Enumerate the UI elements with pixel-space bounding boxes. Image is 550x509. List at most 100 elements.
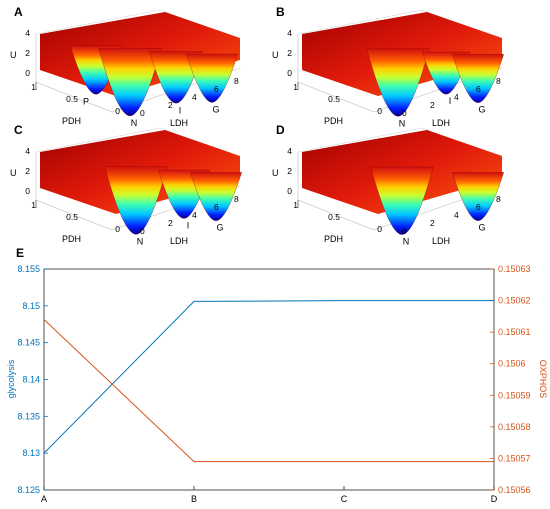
- surface-well: [370, 166, 434, 235]
- well-label: G: [478, 223, 485, 233]
- right-tick-label: 0.15059: [498, 390, 531, 400]
- y-tick-label: 0.5: [66, 94, 78, 104]
- z-tick-label: 0: [287, 186, 292, 196]
- y-tick-label: 0.5: [328, 94, 340, 104]
- x-tick-label: A: [41, 494, 47, 504]
- y-axis-label: PDH: [324, 234, 343, 244]
- y-axis-label: PDH: [62, 116, 81, 126]
- y-tick-label: 0.5: [328, 212, 340, 222]
- panel-label: D: [276, 123, 285, 137]
- x-tick-label: 4: [454, 92, 459, 102]
- x-tick-label: 8: [496, 194, 501, 204]
- x-tick-label: C: [341, 494, 348, 504]
- left-tick-label: 8.15: [22, 301, 40, 311]
- y-tick-label: 0: [115, 106, 120, 116]
- y-axis-label-right: OXPHOS: [538, 360, 548, 399]
- x-tick-label: 8: [234, 76, 239, 86]
- well-label: P: [83, 96, 89, 106]
- well-label: I: [187, 220, 190, 230]
- surface-well: [190, 172, 242, 221]
- z-tick-label: 2: [25, 48, 30, 58]
- x-tick-label: 6: [214, 84, 219, 94]
- z-tick-label: 0: [25, 186, 30, 196]
- series-oxphos-line: [43, 319, 494, 463]
- surface-well: [366, 48, 430, 117]
- panel-e-line-chart: E 8.125 8.13 8.135 8.14 8.145 8.15 8.155 0.150…: [6, 246, 548, 504]
- x-tick-label: 0: [140, 108, 145, 118]
- z-axis-label: U: [10, 168, 17, 178]
- z-tick-label: 2: [25, 166, 30, 176]
- well-label: N: [399, 118, 406, 128]
- x-tick-label: 6: [214, 202, 219, 212]
- panel-label: B: [276, 5, 285, 19]
- well-label: G: [212, 104, 219, 114]
- left-axis-ticks: 8.125 8.13 8.135 8.14 8.145 8.15 8.155: [17, 264, 48, 495]
- z-tick-label: 2: [287, 48, 292, 58]
- right-tick-label: 0.15056: [498, 485, 531, 495]
- well-label: G: [216, 223, 223, 233]
- z-tick-label: 4: [25, 28, 30, 38]
- surface-well: [452, 54, 504, 103]
- well-label: N: [403, 237, 410, 247]
- right-tick-label: 0.1506: [498, 359, 526, 369]
- z-axis-label: U: [10, 50, 17, 60]
- x-axis-label: LDH: [432, 118, 450, 128]
- z-tick-label: 2: [287, 166, 292, 176]
- x-tick-label: 2: [430, 218, 435, 228]
- y-tick-label: 1: [293, 82, 298, 92]
- panel-label: A: [14, 5, 23, 19]
- right-tick-label: 0.15063: [498, 264, 531, 274]
- x-tick-label: 4: [454, 210, 459, 220]
- left-tick-label: 8.145: [17, 338, 40, 348]
- well-label: N: [137, 236, 144, 246]
- left-tick-label: 8.13: [22, 448, 40, 458]
- x-tick-label: D: [491, 494, 498, 504]
- series-glycolysis-line: [43, 300, 494, 454]
- axis-box-front: [297, 34, 503, 113]
- surface-well: [186, 53, 238, 103]
- x-tick-label: 6: [476, 202, 481, 212]
- right-tick-label: 0.15062: [498, 296, 531, 306]
- y-tick-label: 0: [377, 224, 382, 234]
- well-label: N: [131, 118, 138, 128]
- z-tick-label: 4: [25, 146, 30, 156]
- left-tick-label: 8.14: [22, 375, 40, 385]
- x-tick-label: 0: [402, 108, 407, 118]
- x-axis-label: LDH: [170, 118, 188, 128]
- x-tick-label: 2: [168, 218, 173, 228]
- y-axis-label-left: glycolysis: [6, 359, 16, 398]
- surface-well: [452, 172, 504, 221]
- z-axis-label: U: [272, 50, 279, 60]
- z-axis-label: U: [272, 168, 279, 178]
- x-tick-label: 4: [192, 92, 197, 102]
- x-axis-label: LDH: [432, 236, 450, 246]
- x-tick-label: 8: [234, 194, 239, 204]
- surface-well: [98, 48, 162, 117]
- surface-well: [104, 166, 168, 235]
- y-tick-label: 1: [31, 82, 36, 92]
- left-tick-label: 8.125: [17, 485, 40, 495]
- z-tick-label: 4: [287, 146, 292, 156]
- x-tick-label: 0: [402, 226, 407, 236]
- x-axis-ticks: A B C D: [41, 486, 498, 504]
- x-tick-label: 2: [168, 100, 173, 110]
- x-tick-label: 0: [140, 226, 145, 236]
- y-tick-label: 0.5: [66, 212, 78, 222]
- plot-box: [43, 268, 495, 491]
- y-axis-label: PDH: [324, 116, 343, 126]
- x-tick-label: 2: [430, 100, 435, 110]
- z-tick-label: 0: [287, 68, 292, 78]
- y-tick-label: 1: [31, 200, 36, 210]
- axis-box-front: [297, 152, 503, 231]
- z-tick-label: 0: [25, 68, 30, 78]
- z-tick-label: 4: [287, 28, 292, 38]
- well-label: I: [449, 96, 452, 106]
- well-label: I: [179, 105, 182, 115]
- panel-label: C: [14, 123, 23, 137]
